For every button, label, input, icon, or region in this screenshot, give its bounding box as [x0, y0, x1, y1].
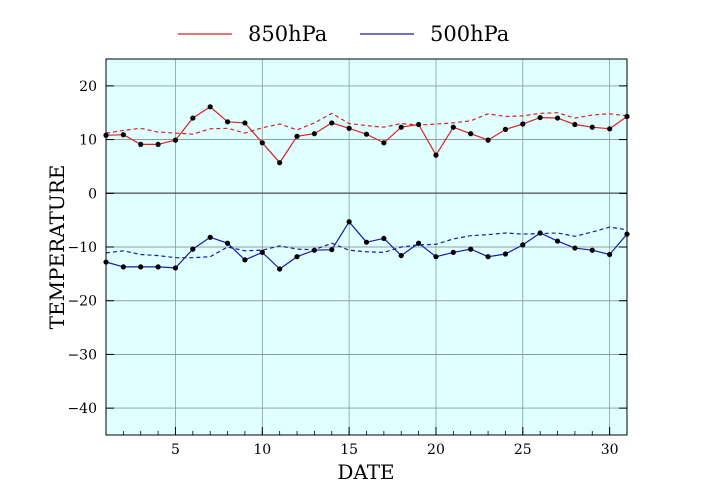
x-tick-label: 15 [340, 442, 358, 458]
series-point-0 [450, 124, 456, 130]
series-point-2 [520, 242, 526, 248]
x-tick-label: 20 [427, 442, 445, 458]
series-point-2 [190, 246, 196, 252]
y-tick-label: −30 [67, 347, 97, 363]
grid [106, 59, 627, 435]
x-tick-label: 10 [253, 442, 271, 458]
series-point-2 [450, 249, 456, 255]
series-point-2 [138, 264, 144, 270]
series-point-0 [311, 131, 317, 137]
series-point-2 [155, 264, 161, 270]
series-point-0 [554, 115, 561, 121]
series-point-2 [346, 219, 352, 225]
series-point-0 [242, 120, 248, 126]
series-point-2 [172, 265, 179, 271]
series-point-2 [607, 251, 613, 258]
series-point-0 [207, 104, 213, 110]
series-point-2 [502, 251, 509, 257]
series-point-2 [537, 230, 543, 236]
series-point-2 [329, 247, 335, 253]
series-point-0 [572, 121, 578, 128]
series-markers [103, 104, 630, 272]
series-point-0 [381, 140, 387, 146]
series-point-0 [607, 126, 613, 132]
series-point-2 [363, 239, 370, 245]
series-point-2 [485, 254, 491, 260]
y-tick-label: 20 [79, 79, 97, 95]
series-line-1-dashed [105, 112, 628, 135]
series-point-0 [120, 132, 126, 138]
series-point-0 [294, 133, 300, 139]
series-point-0 [224, 119, 231, 125]
series-point-2 [311, 247, 317, 253]
series-point-2 [120, 264, 126, 270]
axis-ticks [105, 85, 628, 435]
series-point-2 [416, 240, 422, 246]
series-point-0 [433, 152, 439, 158]
series-point-0 [329, 120, 335, 126]
series-point-0 [589, 124, 595, 130]
y-tick-label: −40 [67, 401, 97, 417]
series-point-2 [294, 254, 300, 260]
series-point-0 [485, 137, 491, 143]
series-point-0 [537, 114, 543, 121]
series-point-2 [259, 249, 265, 255]
series-point-0 [398, 124, 404, 130]
series-point-0 [138, 141, 144, 148]
series-point-2 [224, 240, 231, 246]
x-tick-label: 5 [171, 442, 180, 458]
series-point-2 [554, 238, 561, 244]
tick-labels: 5 10 15 20 25 30 20 10 0 −10 −20 −30 −40 [67, 79, 618, 458]
series-point-2 [572, 245, 578, 251]
y-tick-label: 10 [79, 133, 97, 149]
series-point-0 [363, 131, 370, 137]
series-point-0 [190, 115, 196, 121]
x-axis-title: DATE [337, 460, 394, 484]
series-point-2 [589, 247, 595, 253]
legend-label-500hpa: 500hPa [430, 22, 509, 46]
series-point-0 [346, 125, 352, 131]
y-tick-label: −10 [67, 240, 97, 256]
series-point-0 [277, 160, 283, 166]
series-point-2 [207, 234, 213, 240]
series-point-2 [433, 254, 439, 260]
y-tick-label: −20 [67, 294, 97, 310]
series-point-2 [398, 252, 404, 259]
series-point-0 [502, 126, 509, 132]
legend: 850hPa 500hPa [178, 22, 509, 46]
x-tick-label: 25 [514, 442, 532, 458]
series-point-0 [468, 131, 474, 137]
y-tick-label: 0 [88, 186, 97, 202]
series-point-0 [155, 141, 161, 148]
series-point-0 [259, 140, 265, 146]
series-point-0 [416, 121, 422, 128]
series-point-2 [381, 235, 387, 242]
series-point-2 [468, 246, 474, 252]
legend-label-850hpa: 850hPa [248, 22, 327, 46]
x-tick-label: 30 [601, 442, 619, 458]
y-axis-title: TEMPERATURE [45, 165, 69, 330]
series-point-2 [277, 266, 283, 272]
series-point-2 [242, 257, 248, 263]
series-point-0 [172, 137, 179, 143]
series-point-0 [520, 121, 526, 127]
